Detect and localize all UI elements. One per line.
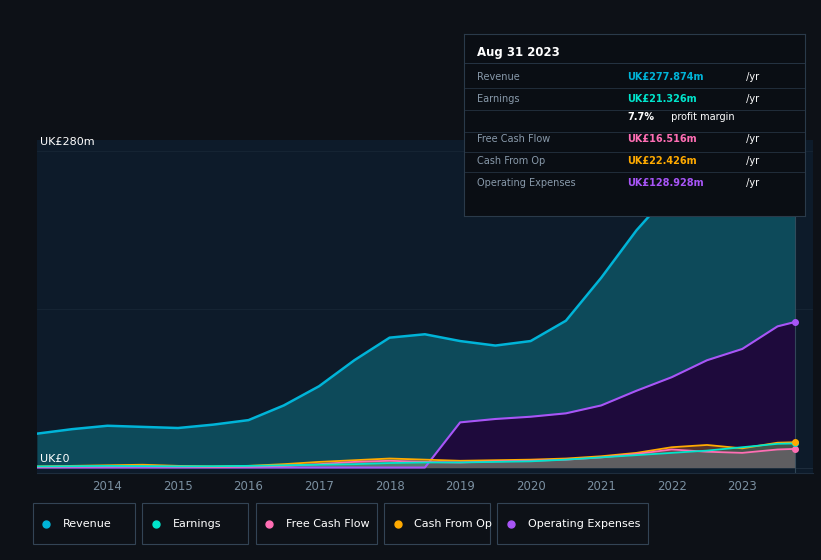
- Text: profit margin: profit margin: [668, 113, 735, 122]
- Text: Operating Expenses: Operating Expenses: [528, 519, 640, 529]
- Bar: [33, 503, 135, 544]
- Text: UK£22.426m: UK£22.426m: [627, 156, 697, 166]
- Text: /yr: /yr: [743, 156, 759, 166]
- Text: Free Cash Flow: Free Cash Flow: [286, 519, 369, 529]
- Text: /yr: /yr: [743, 72, 759, 82]
- Text: /yr: /yr: [743, 134, 759, 144]
- Text: Revenue: Revenue: [63, 519, 112, 529]
- Text: 7.7%: 7.7%: [627, 113, 654, 122]
- Bar: [142, 503, 248, 544]
- Text: Earnings: Earnings: [478, 94, 520, 104]
- Text: UK£0: UK£0: [40, 454, 70, 464]
- Text: Aug 31 2023: Aug 31 2023: [478, 46, 560, 59]
- Text: UK£16.516m: UK£16.516m: [627, 134, 697, 144]
- Text: Cash From Op: Cash From Op: [478, 156, 546, 166]
- Text: Free Cash Flow: Free Cash Flow: [478, 134, 551, 144]
- Text: UK£277.874m: UK£277.874m: [627, 72, 704, 82]
- Text: /yr: /yr: [743, 178, 759, 188]
- Text: Revenue: Revenue: [478, 72, 521, 82]
- Bar: [498, 503, 649, 544]
- Text: Cash From Op: Cash From Op: [415, 519, 492, 529]
- Text: /yr: /yr: [743, 94, 759, 104]
- Text: UK£280m: UK£280m: [40, 137, 95, 147]
- Text: Earnings: Earnings: [172, 519, 221, 529]
- Text: UK£128.928m: UK£128.928m: [627, 178, 704, 188]
- Bar: [255, 503, 377, 544]
- Text: Operating Expenses: Operating Expenses: [478, 178, 576, 188]
- Bar: [384, 503, 490, 544]
- Text: UK£21.326m: UK£21.326m: [627, 94, 697, 104]
